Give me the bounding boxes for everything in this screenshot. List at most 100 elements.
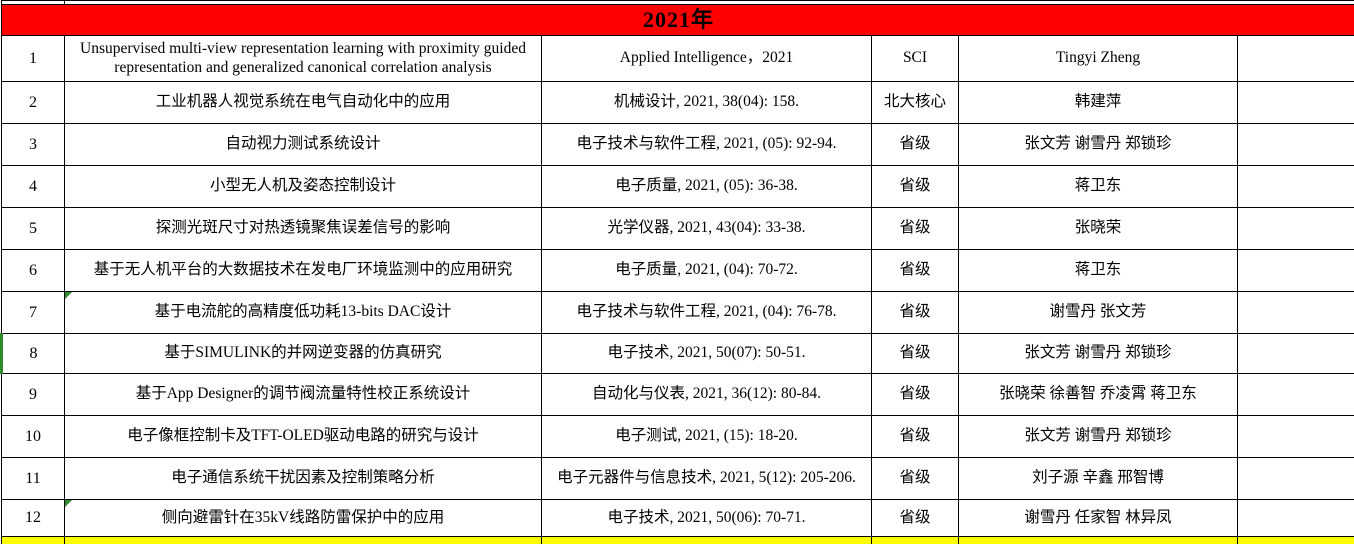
paper-title-cell[interactable]: 基于无人机平台的大数据技术在发电厂环境监测中的应用研究 [65,250,542,292]
authors-cell[interactable]: Tingyi Zheng [959,36,1238,82]
authors-cell[interactable]: 刘子源 辛鑫 邢智博 [959,458,1238,500]
highlight-cell[interactable] [872,537,959,544]
paper-title-cell[interactable]: Unsupervised multi-view representation l… [65,36,542,82]
paper-title-cell[interactable]: 工业机器人视觉系统在电气自动化中的应用 [65,82,542,124]
paper-title-text: 小型无人机及姿态控制设计 [210,177,396,194]
table-row: 2 工业机器人视觉系统在电气自动化中的应用 机械设计, 2021, 38(04)… [2,82,1354,124]
notes-cell[interactable] [1238,334,1354,374]
row-number-cell[interactable]: 10 [2,416,65,458]
journal-cell[interactable]: 电子元器件与信息技术, 2021, 5(12): 205-206. [542,458,872,500]
table-row: 12 侧向避雷针在35kV线路防雷保护中的应用 电子技术, 2021, 50(0… [2,500,1354,537]
row-number-cell[interactable]: 12 [2,500,65,537]
table-row: 6 基于无人机平台的大数据技术在发电厂环境监测中的应用研究 电子质量, 2021… [2,250,1354,292]
notes-cell[interactable] [1238,166,1354,208]
authors-cell[interactable]: 张文芳 谢雪丹 郑锁珍 [959,334,1238,374]
notes-cell[interactable] [1238,500,1354,537]
highlight-cell[interactable] [65,537,542,544]
paper-title-cell[interactable]: 基于SIMULINK的并网逆变器的仿真研究 [65,334,542,374]
highlight-cell[interactable] [542,537,872,544]
journal-cell[interactable]: 机械设计, 2021, 38(04): 158. [542,82,872,124]
level-cell[interactable]: 省级 [872,166,959,208]
authors-cell[interactable]: 谢雪丹 任家智 林异凤 [959,500,1238,537]
paper-title-cell[interactable]: 探测光斑尺寸对热透镜聚焦误差信号的影响 [65,208,542,250]
table-row: 7 基于电流舵的高精度低功耗13-bits DAC设计 电子技术与软件工程, 2… [2,292,1354,334]
highlight-cell[interactable] [959,537,1238,544]
table-row: 1 Unsupervised multi-view representation… [2,36,1354,82]
paper-title-cell[interactable]: 基于App Designer的调节阀流量特性校正系统设计 [65,374,542,416]
comment-marker-icon [65,292,72,299]
journal-cell[interactable]: 电子技术, 2021, 50(07): 50-51. [542,334,872,374]
paper-title-cell[interactable]: 电子通信系统干扰因素及控制策略分析 [65,458,542,500]
notes-cell[interactable] [1238,374,1354,416]
paper-title-text: 电子像框控制卡及TFT-OLED驱动电路的研究与设计 [127,427,479,444]
journal-cell[interactable]: 电子技术, 2021, 50(06): 70-71. [542,500,872,537]
level-cell[interactable]: 省级 [872,250,959,292]
paper-title-cell[interactable]: 小型无人机及姿态控制设计 [65,166,542,208]
bottom-highlight-row [2,537,1354,544]
level-cell[interactable]: 省级 [872,500,959,537]
paper-title-text: Unsupervised multi-view representation l… [80,40,526,76]
notes-cell[interactable] [1238,292,1354,334]
table-row: 3 自动视力测试系统设计 电子技术与软件工程, 2021, (05): 92-9… [2,124,1354,166]
notes-cell[interactable] [1238,124,1354,166]
authors-cell[interactable]: 蒋卫东 [959,250,1238,292]
paper-title-text: 基于电流舵的高精度低功耗13-bits DAC设计 [155,303,452,320]
notes-cell[interactable] [1238,208,1354,250]
highlight-cell[interactable] [1238,537,1354,544]
journal-cell[interactable]: 自动化与仪表, 2021, 36(12): 80-84. [542,374,872,416]
row-number-cell[interactable]: 11 [2,458,65,500]
table-row: 9 基于App Designer的调节阀流量特性校正系统设计 自动化与仪表, 2… [2,374,1354,416]
authors-cell[interactable]: 张晓荣 徐善智 乔凌霄 蒋卫东 [959,374,1238,416]
row-number-cell[interactable]: 5 [2,208,65,250]
paper-title-cell[interactable]: 自动视力测试系统设计 [65,124,542,166]
authors-cell[interactable]: 韩建萍 [959,82,1238,124]
row-number-cell[interactable]: 7 [2,292,65,334]
table-row: 11 电子通信系统干扰因素及控制策略分析 电子元器件与信息技术, 2021, 5… [2,458,1354,500]
journal-cell[interactable]: 电子测试, 2021, (15): 18-20. [542,416,872,458]
journal-cell[interactable]: 电子技术与软件工程, 2021, (04): 76-78. [542,292,872,334]
level-cell[interactable]: SCI [872,36,959,82]
level-cell[interactable]: 省级 [872,208,959,250]
journal-cell[interactable]: 电子技术与软件工程, 2021, (05): 92-94. [542,124,872,166]
authors-cell[interactable]: 张晓荣 [959,208,1238,250]
row-number-cell[interactable]: 8 [2,334,65,374]
level-cell[interactable]: 省级 [872,416,959,458]
level-cell[interactable]: 北大核心 [872,82,959,124]
highlight-cell[interactable] [2,537,65,544]
paper-title-text: 基于App Designer的调节阀流量特性校正系统设计 [136,385,471,402]
level-cell[interactable]: 省级 [872,334,959,374]
row-number-cell[interactable]: 9 [2,374,65,416]
row-number-cell[interactable]: 4 [2,166,65,208]
notes-cell[interactable] [1238,250,1354,292]
notes-cell[interactable] [1238,36,1354,82]
table-row: 8 基于SIMULINK的并网逆变器的仿真研究 电子技术, 2021, 50(0… [2,334,1354,374]
level-cell[interactable]: 省级 [872,458,959,500]
row-number-cell[interactable]: 1 [2,36,65,82]
journal-cell[interactable]: 电子质量, 2021, (05): 36-38. [542,166,872,208]
notes-cell[interactable] [1238,416,1354,458]
authors-cell[interactable]: 张文芳 谢雪丹 郑锁珍 [959,124,1238,166]
journal-cell[interactable]: 光学仪器, 2021, 43(04): 33-38. [542,208,872,250]
authors-cell[interactable]: 谢雪丹 张文芳 [959,292,1238,334]
row-number-cell[interactable]: 3 [2,124,65,166]
row-number-cell[interactable]: 6 [2,250,65,292]
row-number-cell[interactable]: 2 [2,82,65,124]
paper-title-cell[interactable]: 基于电流舵的高精度低功耗13-bits DAC设计 [65,292,542,334]
year-header-row: 2021年 [2,5,1354,36]
notes-cell[interactable] [1238,458,1354,500]
paper-title-cell[interactable]: 电子像框控制卡及TFT-OLED驱动电路的研究与设计 [65,416,542,458]
year-title: 2021年 [643,7,714,32]
level-cell[interactable]: 省级 [872,374,959,416]
paper-title-text: 基于无人机平台的大数据技术在发电厂环境监测中的应用研究 [94,261,513,278]
level-cell[interactable]: 省级 [872,124,959,166]
journal-cell[interactable]: Applied Intelligence，2021 [542,36,872,82]
authors-cell[interactable]: 蒋卫东 [959,166,1238,208]
level-cell[interactable]: 省级 [872,292,959,334]
notes-cell[interactable] [1238,82,1354,124]
authors-cell[interactable]: 张文芳 谢雪丹 郑锁珍 [959,416,1238,458]
journal-cell[interactable]: 电子质量, 2021, (04): 70-72. [542,250,872,292]
year-header-cell[interactable]: 2021年 [2,5,1354,36]
paper-title-cell[interactable]: 侧向避雷针在35kV线路防雷保护中的应用 [65,500,542,537]
